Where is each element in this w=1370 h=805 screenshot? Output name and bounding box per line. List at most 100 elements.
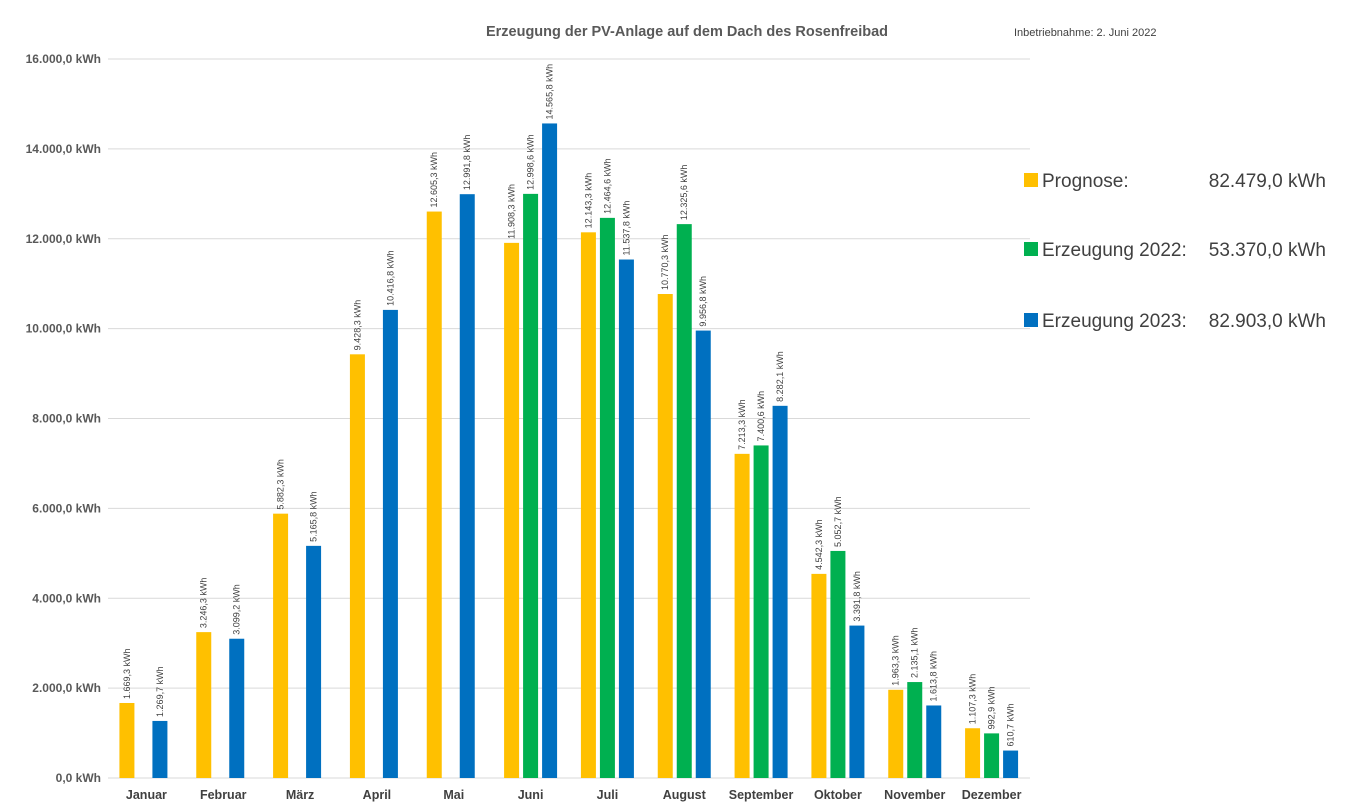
data-label-erzeugung-2023: 8.282,1 kWh [775, 351, 785, 402]
data-label-erzeugung-2023: 12.991,8 kWh [462, 135, 472, 191]
data-label-erzeugung-2023: 14.565,8 kWh [545, 64, 555, 120]
bar-prognose [504, 242, 520, 778]
x-tick-label: Juni [518, 788, 544, 802]
bar-prognose [273, 513, 289, 778]
data-label-prognose: 10.770,3 kWh [660, 234, 670, 290]
legend: Prognose: 82.479,0 kWh Erzeugung 2022: 53.3… [1024, 171, 1326, 332]
bar-erzeugung-2022 [523, 193, 539, 778]
bar-prognose [734, 453, 750, 778]
bar-prognose [196, 632, 212, 778]
data-label-prognose: 1.963,3 kWh [891, 635, 901, 686]
bar-prognose [349, 354, 365, 778]
legend-swatch-prognose [1024, 173, 1038, 187]
legend-label-erzeugung-2023: Erzeugung 2023: [1042, 311, 1187, 332]
data-label-prognose: 12.605,3 kWh [429, 152, 439, 208]
legend-value-erzeugung-2022: 53.370,0 kWh [1209, 240, 1326, 261]
data-label-erzeugung-2022: 7.400,6 kWh [756, 391, 766, 442]
data-label-prognose: 11.908,3 kWh [507, 184, 517, 239]
legend-value-erzeugung-2023: 82.903,0 kWh [1209, 311, 1326, 332]
bar-erzeugung-2023 [695, 330, 711, 778]
bar-erzeugung-2022 [753, 445, 769, 778]
data-label-prognose: 4.542,3 kWh [814, 519, 824, 570]
bar-erzeugung-2022 [830, 550, 846, 778]
legend-label-erzeugung-2022: Erzeugung 2022: [1042, 240, 1187, 261]
x-tick-label: März [286, 788, 314, 802]
bar-prognose [811, 573, 827, 778]
bar-erzeugung-2023 [618, 259, 634, 778]
bar-erzeugung-2023 [382, 309, 398, 778]
x-tick-label: Dezember [962, 788, 1022, 802]
x-tick-label: April [363, 788, 391, 802]
y-tick-label: 4.000,0 kWh [32, 591, 101, 605]
data-labels: 1.669,3 kWh 1.269,7 kWh 3.246,3 kWh 3.099,2… [122, 64, 1016, 747]
gridlines [108, 58, 1030, 779]
y-tick-label: 16.000,0 kWh [26, 52, 101, 66]
bar-erzeugung-2022 [599, 217, 615, 778]
bar-erzeugung-2023 [152, 720, 168, 778]
x-tick-label: September [729, 788, 794, 802]
y-tick-label: 10.000,0 kWh [26, 322, 101, 336]
data-label-prognose: 9.428,3 kWh [352, 300, 362, 351]
bar-prognose [426, 211, 442, 779]
bar-erzeugung-2023 [306, 545, 322, 778]
bar-erzeugung-2023 [772, 405, 788, 778]
data-label-erzeugung-2022: 12.464,6 kWh [602, 158, 612, 214]
data-label-erzeugung-2023: 1.613,8 kWh [929, 651, 939, 702]
data-label-erzeugung-2022: 5.052,7 kWh [833, 496, 843, 547]
data-label-erzeugung-2022: 12.325,6 kWh [679, 165, 689, 221]
data-label-prognose: 1.107,3 kWh [968, 674, 978, 725]
data-label-erzeugung-2022: 2.135,1 kWh [910, 628, 920, 679]
bar-prognose [888, 689, 904, 778]
y-tick-label: 14.000,0 kWh [26, 142, 101, 156]
data-label-prognose: 3.246,3 kWh [199, 578, 209, 629]
bar-erzeugung-2022 [676, 224, 692, 778]
data-label-erzeugung-2023: 5.165,8 kWh [309, 491, 319, 542]
bars [119, 123, 1019, 779]
data-label-prognose: 1.669,3 kWh [122, 648, 132, 699]
bar-erzeugung-2022 [907, 682, 923, 778]
legend-swatch-erzeugung-2022 [1024, 242, 1038, 256]
chart-title: Erzeugung der PV-Anlage auf dem Dach des… [486, 24, 888, 40]
x-tick-label: November [884, 788, 945, 802]
bar-erzeugung-2022 [984, 733, 1000, 778]
x-axis-ticks: Januar Februar März April Mai Juni Juli August S… [126, 788, 1022, 802]
data-label-erzeugung-2023: 610,7 kWh [1006, 704, 1016, 747]
data-label-erzeugung-2023: 10.416,8 kWh [385, 250, 395, 306]
bar-prognose [580, 232, 596, 779]
data-label-erzeugung-2022: 992,9 kWh [987, 686, 997, 729]
y-tick-label: 12.000,0 kWh [26, 232, 101, 246]
y-tick-label: 0,0 kWh [56, 771, 101, 785]
legend-swatch-erzeugung-2023 [1024, 313, 1038, 327]
bar-erzeugung-2023 [849, 625, 865, 778]
bar-prognose [965, 728, 981, 778]
bar-erzeugung-2023 [926, 705, 942, 778]
x-tick-label: Januar [126, 788, 167, 802]
bar-erzeugung-2023 [229, 638, 245, 778]
data-label-erzeugung-2023: 1.269,7 kWh [155, 666, 165, 717]
data-label-prognose: 7.213,3 kWh [737, 399, 747, 450]
bar-erzeugung-2023 [1003, 750, 1019, 778]
data-label-erzeugung-2023: 11.537,8 kWh [621, 201, 631, 256]
legend-value-prognose: 82.479,0 kWh [1209, 171, 1326, 192]
bar-erzeugung-2023 [542, 123, 558, 779]
y-axis-ticks: 0,0 kWh 2.000,0 kWh 4.000,0 kWh 6.000,0 kWh… [26, 52, 101, 785]
commissioning-note: Inbetriebnahme: 2. Juni 2022 [1014, 27, 1157, 39]
y-tick-label: 2.000,0 kWh [32, 681, 101, 695]
x-tick-label: August [663, 788, 707, 802]
x-tick-label: Mai [443, 788, 464, 802]
bar-prognose [119, 702, 135, 778]
data-label-erzeugung-2023: 3.099,2 kWh [232, 584, 242, 635]
x-tick-label: Juli [597, 788, 619, 802]
data-label-prognose: 5.882,3 kWh [276, 459, 286, 510]
legend-label-prognose: Prognose: [1042, 171, 1129, 192]
x-tick-label: Februar [200, 788, 247, 802]
bar-erzeugung-2023 [459, 194, 475, 779]
data-label-prognose: 12.143,3 kWh [583, 173, 593, 229]
y-tick-label: 8.000,0 kWh [32, 412, 101, 426]
x-tick-label: Oktober [814, 788, 862, 802]
data-label-erzeugung-2023: 9.956,8 kWh [698, 276, 708, 327]
data-label-erzeugung-2023: 3.391,8 kWh [852, 571, 862, 622]
y-tick-label: 6.000,0 kWh [32, 501, 101, 515]
